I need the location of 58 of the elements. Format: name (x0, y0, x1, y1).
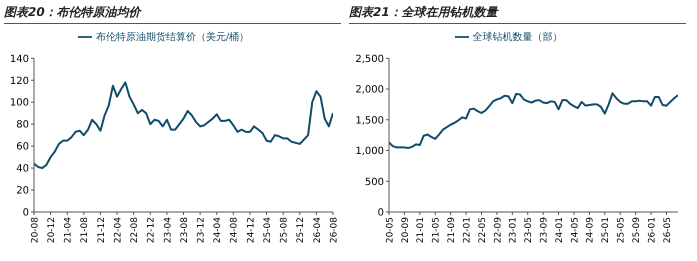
x-tick-label: 20-09 (400, 216, 411, 244)
x-tick-label: 21-12 (96, 217, 107, 244)
x-tick-label: 21-08 (80, 216, 90, 244)
line-series (389, 92, 678, 150)
x-tick-label: 21-01 (416, 217, 426, 244)
x-tick-label: 22-04 (113, 216, 124, 244)
y-tick-label: 0 (22, 208, 29, 219)
x-tick-label: 22-01 (462, 217, 472, 244)
x-tick-label: 22-08 (130, 216, 140, 244)
y-tick-label: 40 (16, 164, 29, 175)
x-tick-label: 24-04 (213, 216, 224, 244)
y-tick-label: 140 (10, 54, 29, 65)
x-tick-label: 21-05 (432, 217, 442, 244)
x-tick-label: 22-12 (146, 217, 157, 244)
y-tick-label: 120 (10, 76, 29, 87)
y-tick-label: 2,000 (355, 84, 384, 96)
chart-title: 图表20：布伦特原油均价 (4, 4, 341, 24)
x-tick-label: 24-12 (246, 217, 256, 244)
legend-label: 布伦特原油期货结算价（美元/桶） (96, 32, 250, 43)
x-tick-label: 26-08 (329, 216, 340, 244)
x-tick-label: 26-05 (662, 217, 673, 244)
x-tick-label: 23-04 (163, 216, 174, 244)
x-tick-label: 20-08 (30, 216, 40, 244)
x-tick-label: 20-05 (385, 217, 396, 244)
y-tick-label: 1,500 (355, 115, 384, 126)
y-tick-label: 20 (16, 186, 29, 197)
x-tick-label: 24-05 (570, 217, 580, 244)
x-tick-label: 25-05 (616, 217, 627, 244)
x-tick-label: 25-12 (296, 217, 306, 244)
legend-label: 全球钻机数量（部） (472, 32, 562, 43)
y-tick-label: 100 (10, 98, 29, 109)
y-tick-label: 2,500 (355, 54, 384, 65)
x-tick-label: 25-01 (601, 217, 612, 244)
x-tick-label: 24-08 (230, 216, 240, 244)
y-tick-label: 0 (378, 208, 384, 219)
x-tick-label: 22-05 (478, 217, 488, 244)
x-tick-label: 20-12 (47, 217, 57, 244)
x-tick-label: 24-09 (586, 216, 596, 244)
x-tick-label: 23-05 (524, 217, 534, 244)
y-tick-label: 60 (16, 142, 29, 153)
x-tick-label: 21-09 (447, 216, 458, 244)
chart-title: 图表21：全球在用钻机数量 (349, 4, 686, 24)
x-tick-label: 24-01 (554, 217, 565, 244)
y-tick-label: 500 (364, 176, 384, 188)
x-tick-label: 23-08 (180, 216, 190, 244)
x-tick-label: 25-08 (280, 216, 290, 244)
x-tick-label: 23-12 (196, 217, 206, 244)
x-tick-label: 21-04 (64, 216, 74, 244)
y-tick-label: 80 (16, 120, 29, 131)
x-tick-label: 26-01 (647, 217, 658, 244)
x-tick-label: 23-09 (540, 216, 550, 244)
x-tick-label: 22-09 (493, 216, 504, 244)
x-tick-label: 25-09 (632, 216, 642, 244)
line-series (34, 81, 333, 170)
y-tick-label: 1,000 (355, 146, 384, 158)
x-tick-label: 26-04 (312, 216, 323, 244)
x-tick-label: 23-01 (508, 217, 519, 244)
x-tick-label: 25-04 (262, 216, 273, 244)
